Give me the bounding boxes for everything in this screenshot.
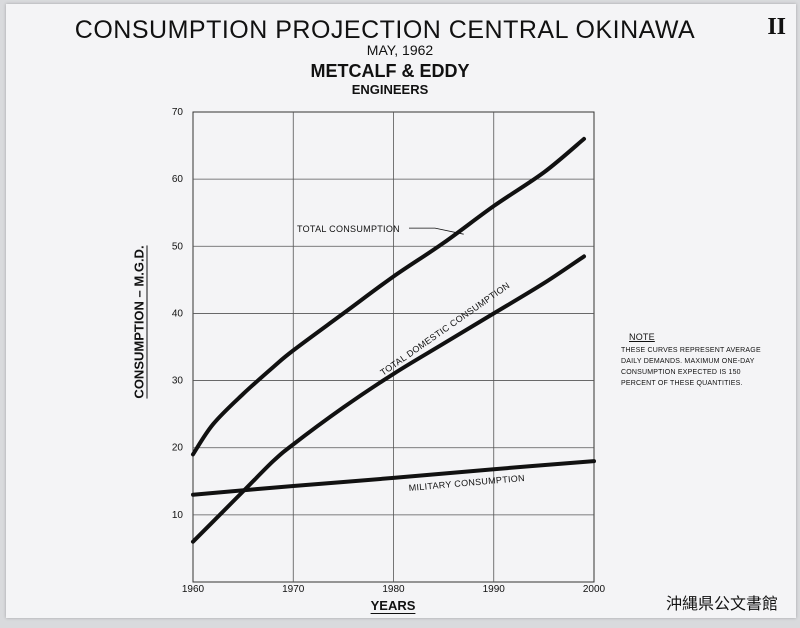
plate-number: II [767, 14, 786, 40]
chart-sheet [6, 4, 796, 618]
note-box: NOTE THESE CURVES REPRESENT AVERAGE DAIL… [621, 332, 781, 389]
chart-engineers: ENGINEERS [351, 82, 429, 97]
total-consumption-line [191, 136, 586, 457]
archive-mark: 沖縄県公文書館 [665, 594, 778, 613]
y-tick-label: 30 [172, 376, 184, 387]
x-tick-label: 2000 [583, 584, 606, 595]
y-tick-label: 20 [172, 443, 184, 454]
x-tick-label: 1960 [182, 584, 205, 595]
total-consumption-leader [409, 227, 464, 235]
total-consumption-label: TOTAL CONSUMPTION [297, 224, 400, 234]
military-consumption-line [191, 459, 596, 497]
chart-firm: METCALF & EDDY [310, 61, 470, 81]
y-tick-label: 40 [172, 308, 184, 319]
x-tick-label: 1980 [382, 584, 405, 595]
chart-date: MAY, 1962 [366, 42, 434, 58]
y-tick-label: 50 [172, 241, 184, 252]
total-domestic-consumption-label: TOTAL DOMESTIC CONSUMPTION [378, 280, 511, 377]
y-axis-label: CONSUMPTION – M.G.D. [131, 245, 147, 399]
x-tick-label: 1990 [483, 584, 506, 595]
note-text: THESE CURVES REPRESENT AVERAGE DAILY DEM… [621, 347, 761, 387]
chart-title: CONSUMPTION PROJECTION CENTRAL OKINAWA [74, 16, 696, 44]
note-title: NOTE [629, 332, 655, 342]
x-axis-label: YEARS [370, 598, 416, 613]
total-domestic-consumption-line [191, 254, 586, 544]
y-tick-label: 60 [172, 174, 184, 185]
y-tick-label: 70 [172, 107, 184, 118]
y-tick-label: 10 [172, 510, 184, 521]
x-tick-label: 1970 [282, 584, 305, 595]
